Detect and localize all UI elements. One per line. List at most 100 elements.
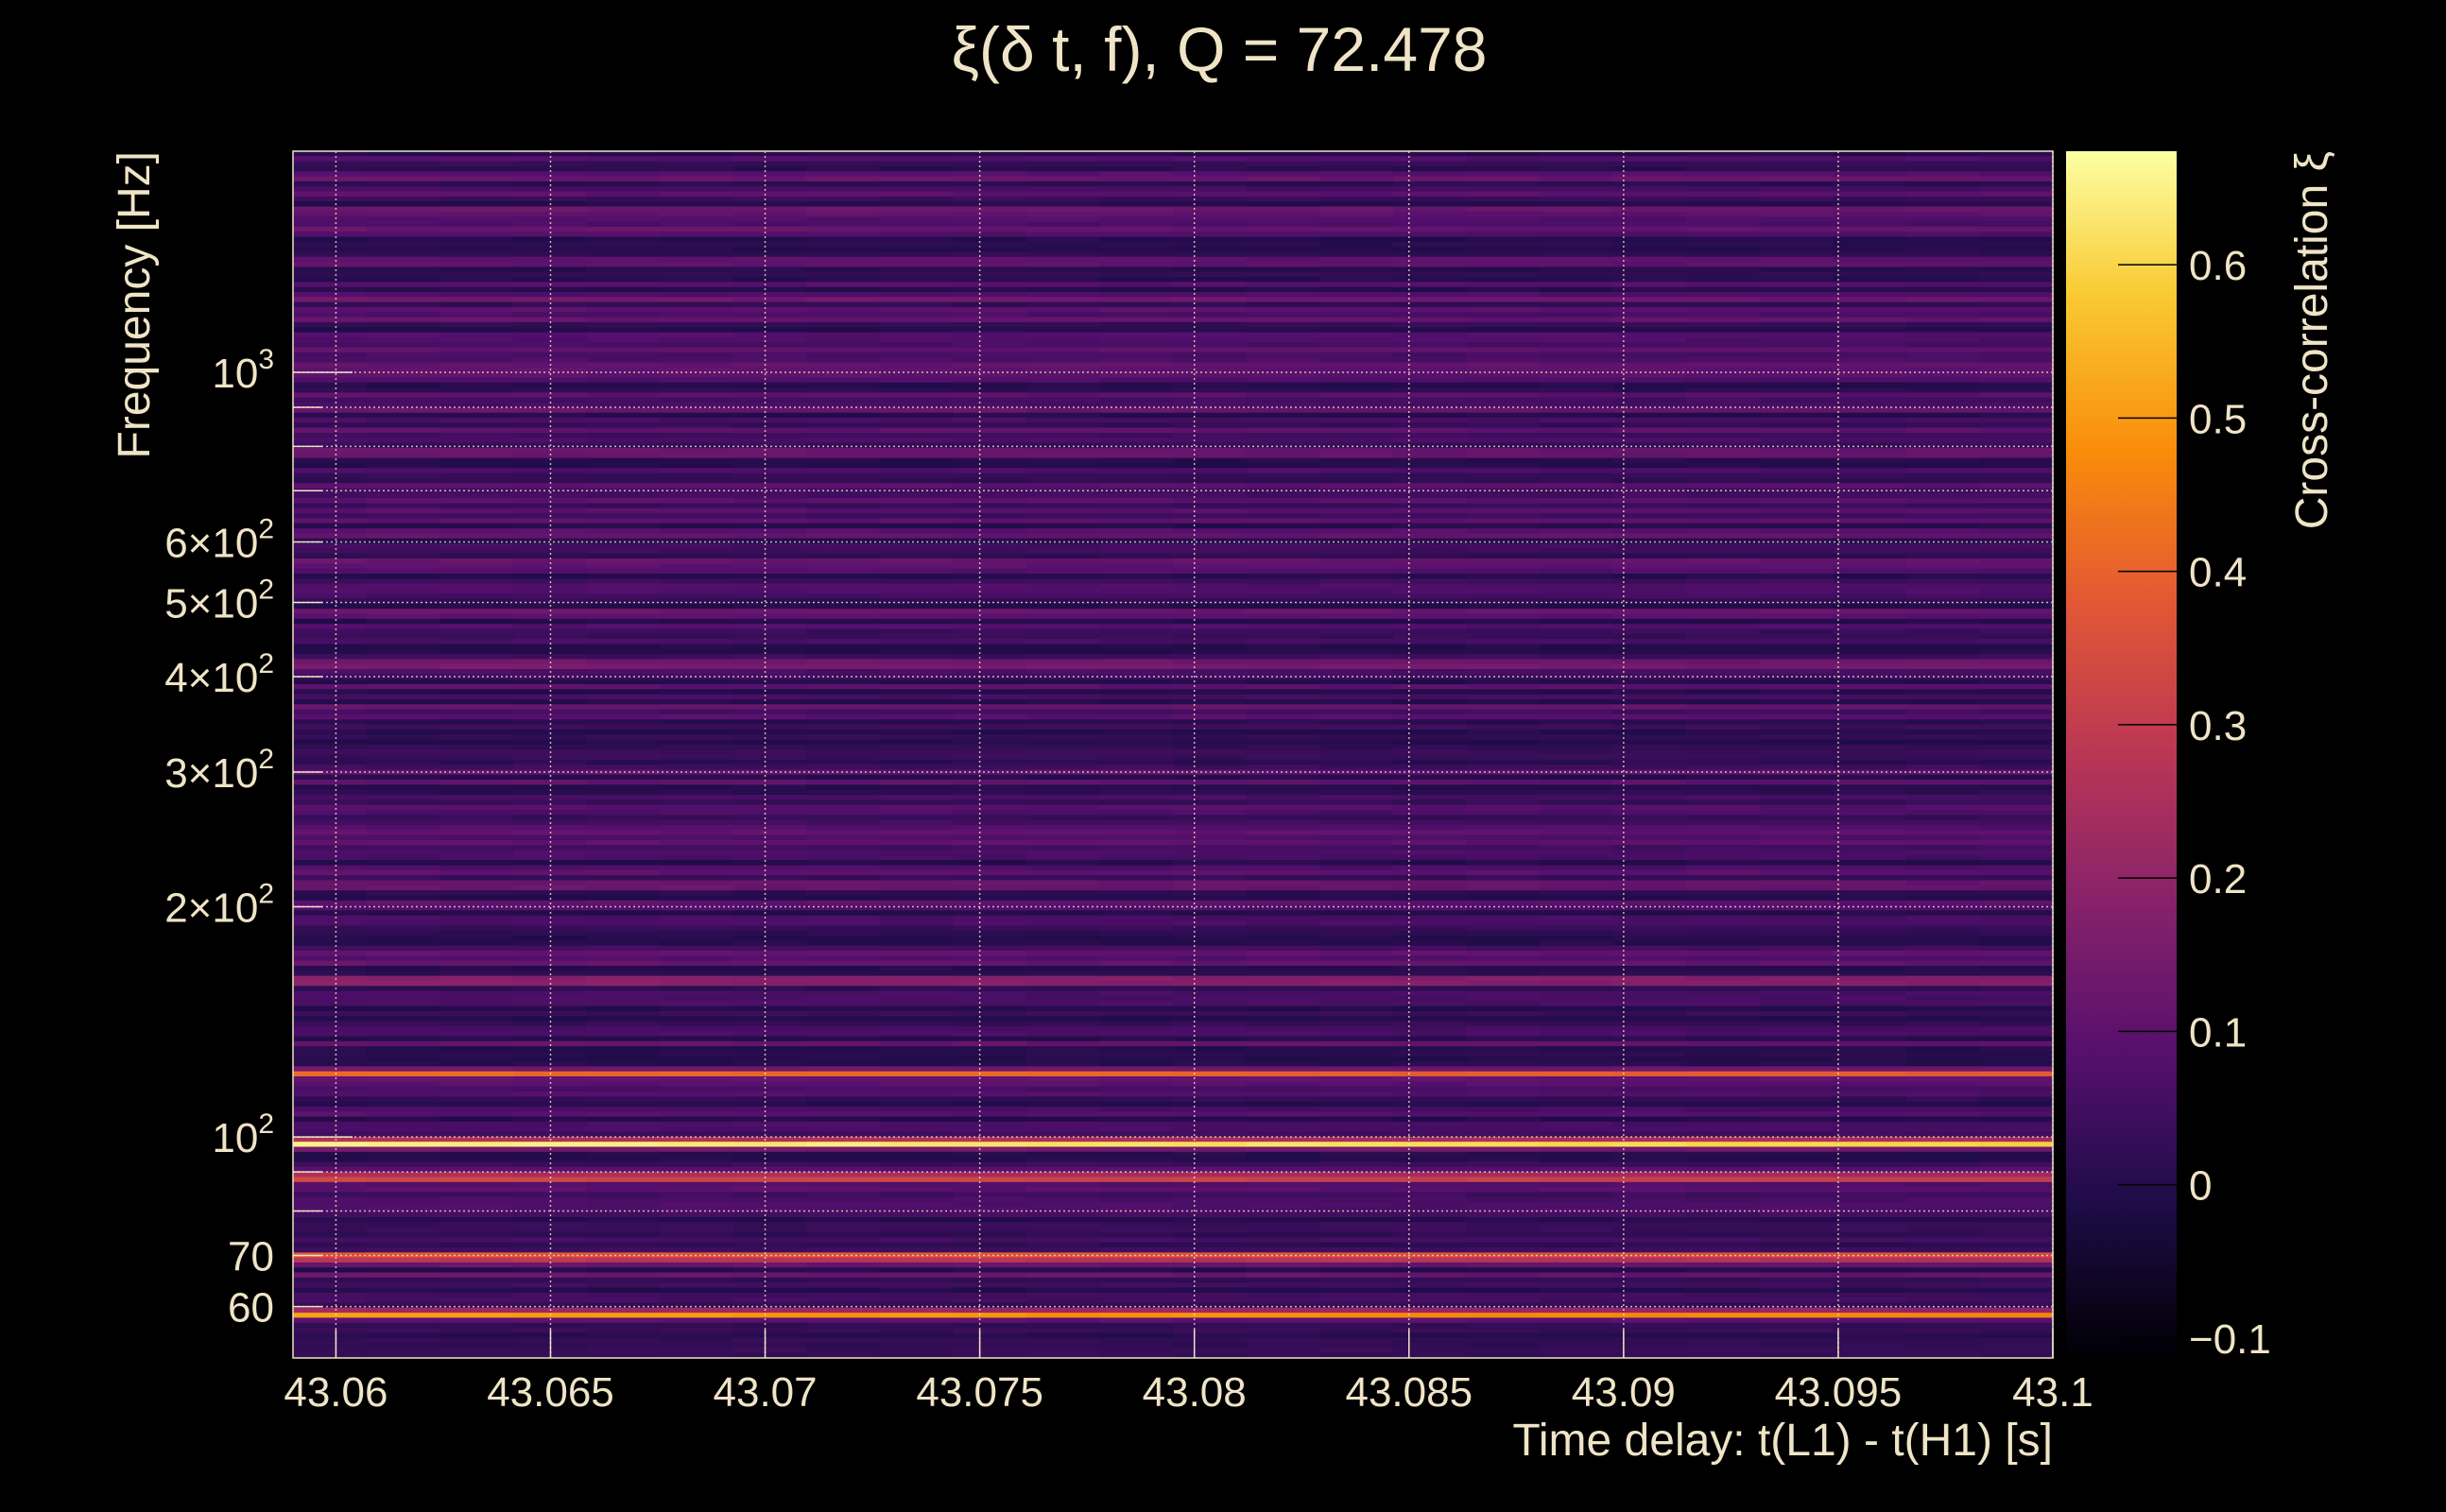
heatmap-cell	[1173, 830, 1248, 836]
heatmap-cell	[659, 905, 734, 911]
heatmap-cell	[1905, 266, 1980, 273]
heatmap-cell	[732, 840, 807, 846]
heatmap-cell	[1979, 301, 2054, 308]
heatmap-cell	[659, 472, 734, 479]
heatmap-cell	[293, 523, 368, 529]
heatmap-cell	[1539, 739, 1614, 746]
heatmap-cell	[1905, 1192, 1980, 1198]
heatmap-cell	[1905, 865, 1980, 871]
heatmap-cell	[1173, 251, 1248, 258]
heatmap-cell	[1539, 286, 1614, 293]
heatmap-cell	[806, 352, 881, 358]
heatmap-cell	[1833, 201, 1907, 208]
heatmap-cell	[1833, 1111, 1907, 1118]
heatmap-cell	[586, 860, 661, 867]
heatmap-cell	[586, 845, 661, 851]
heatmap-cell	[732, 951, 807, 956]
heatmap-cell	[1833, 900, 1907, 906]
heatmap-cell	[1099, 1192, 1174, 1198]
heatmap-cell	[1246, 1066, 1320, 1073]
heatmap-cell	[439, 563, 514, 570]
heatmap-cell	[293, 372, 368, 378]
heatmap-cell	[1466, 905, 1541, 911]
heatmap-cell	[439, 975, 514, 982]
heatmap-cell	[953, 598, 1027, 605]
heatmap-cell	[439, 352, 514, 358]
heatmap-cell	[1466, 1061, 1541, 1067]
heatmap-cell	[879, 624, 954, 630]
heatmap-cell	[1905, 297, 1980, 303]
heatmap-cell	[732, 784, 807, 791]
heatmap-cell	[879, 171, 954, 178]
heatmap-cell	[586, 1166, 661, 1173]
heatmap-cell	[953, 588, 1027, 594]
heatmap-cell	[439, 382, 514, 388]
heatmap-cell	[1905, 1071, 1980, 1077]
heatmap-cell	[806, 488, 881, 494]
heatmap-cell	[1979, 603, 2054, 610]
heatmap-cell	[439, 699, 514, 705]
heatmap-cell	[1466, 180, 1541, 187]
heatmap-cell	[586, 558, 661, 564]
heatmap-cell	[1686, 578, 1761, 585]
heatmap-cell	[1686, 759, 1761, 765]
heatmap-cell	[1905, 166, 1980, 172]
heatmap-cell	[1612, 609, 1687, 615]
heatmap-cell	[1539, 317, 1614, 323]
heatmap-cell	[953, 271, 1027, 278]
heatmap-cell	[1099, 538, 1174, 544]
heatmap-cell	[1539, 1166, 1614, 1173]
heatmap-cell	[1173, 171, 1248, 178]
heatmap-cell	[1099, 684, 1174, 690]
heatmap-cell	[439, 161, 514, 167]
heatmap-cell	[1612, 462, 1687, 469]
heatmap-cell	[293, 1126, 368, 1133]
heatmap-cell	[1392, 191, 1467, 198]
heatmap-cell	[1686, 468, 1761, 474]
heatmap-cell	[1759, 186, 1834, 193]
heatmap-cell	[1319, 1076, 1394, 1082]
heatmap-cell	[1759, 780, 1834, 785]
heatmap-cell	[439, 830, 514, 836]
heatmap-cell	[1466, 221, 1541, 228]
heatmap-cell	[1686, 704, 1761, 711]
heatmap-cell	[293, 156, 368, 163]
heatmap-cell	[1539, 1081, 1614, 1088]
heatmap-cell	[1246, 418, 1320, 423]
heatmap-cell	[1905, 282, 1980, 288]
heatmap-cell	[1392, 784, 1467, 791]
heatmap-cell	[366, 563, 440, 570]
heatmap-cell	[732, 266, 807, 273]
heatmap-cell	[1392, 885, 1467, 891]
heatmap-cell	[659, 392, 734, 399]
heatmap-cell	[659, 397, 734, 404]
heatmap-cell	[1759, 201, 1834, 208]
heatmap-cell	[1099, 503, 1174, 509]
heatmap-cell	[879, 1126, 954, 1133]
heatmap-cell	[1246, 407, 1320, 414]
heatmap-cell	[1979, 734, 2054, 741]
heatmap-cell	[1099, 196, 1174, 202]
heatmap-cell	[1392, 498, 1467, 504]
heatmap-cell	[1612, 644, 1687, 650]
heatmap-cell	[953, 578, 1027, 585]
heatmap-cell	[1173, 593, 1248, 600]
heatmap-cell	[439, 945, 514, 952]
heatmap-cell	[732, 593, 807, 600]
heatmap-cell	[659, 211, 734, 217]
heatmap-cell	[293, 563, 368, 570]
heatmap-cell	[806, 186, 881, 193]
heatmap-cell	[1392, 513, 1467, 519]
heatmap-cell	[586, 312, 661, 318]
heatmap-cell	[879, 256, 954, 263]
heatmap-cell	[1539, 1107, 1614, 1112]
heatmap-cell	[1905, 1111, 1980, 1118]
heatmap-cell	[1833, 301, 1907, 308]
heatmap-cell	[806, 256, 881, 263]
heatmap-cell	[439, 232, 514, 237]
heatmap-cell	[293, 407, 368, 414]
heatmap-cell	[293, 975, 368, 982]
heatmap-cell	[1612, 513, 1687, 519]
heatmap-cell	[1392, 850, 1467, 856]
heatmap-cell	[1539, 553, 1614, 559]
